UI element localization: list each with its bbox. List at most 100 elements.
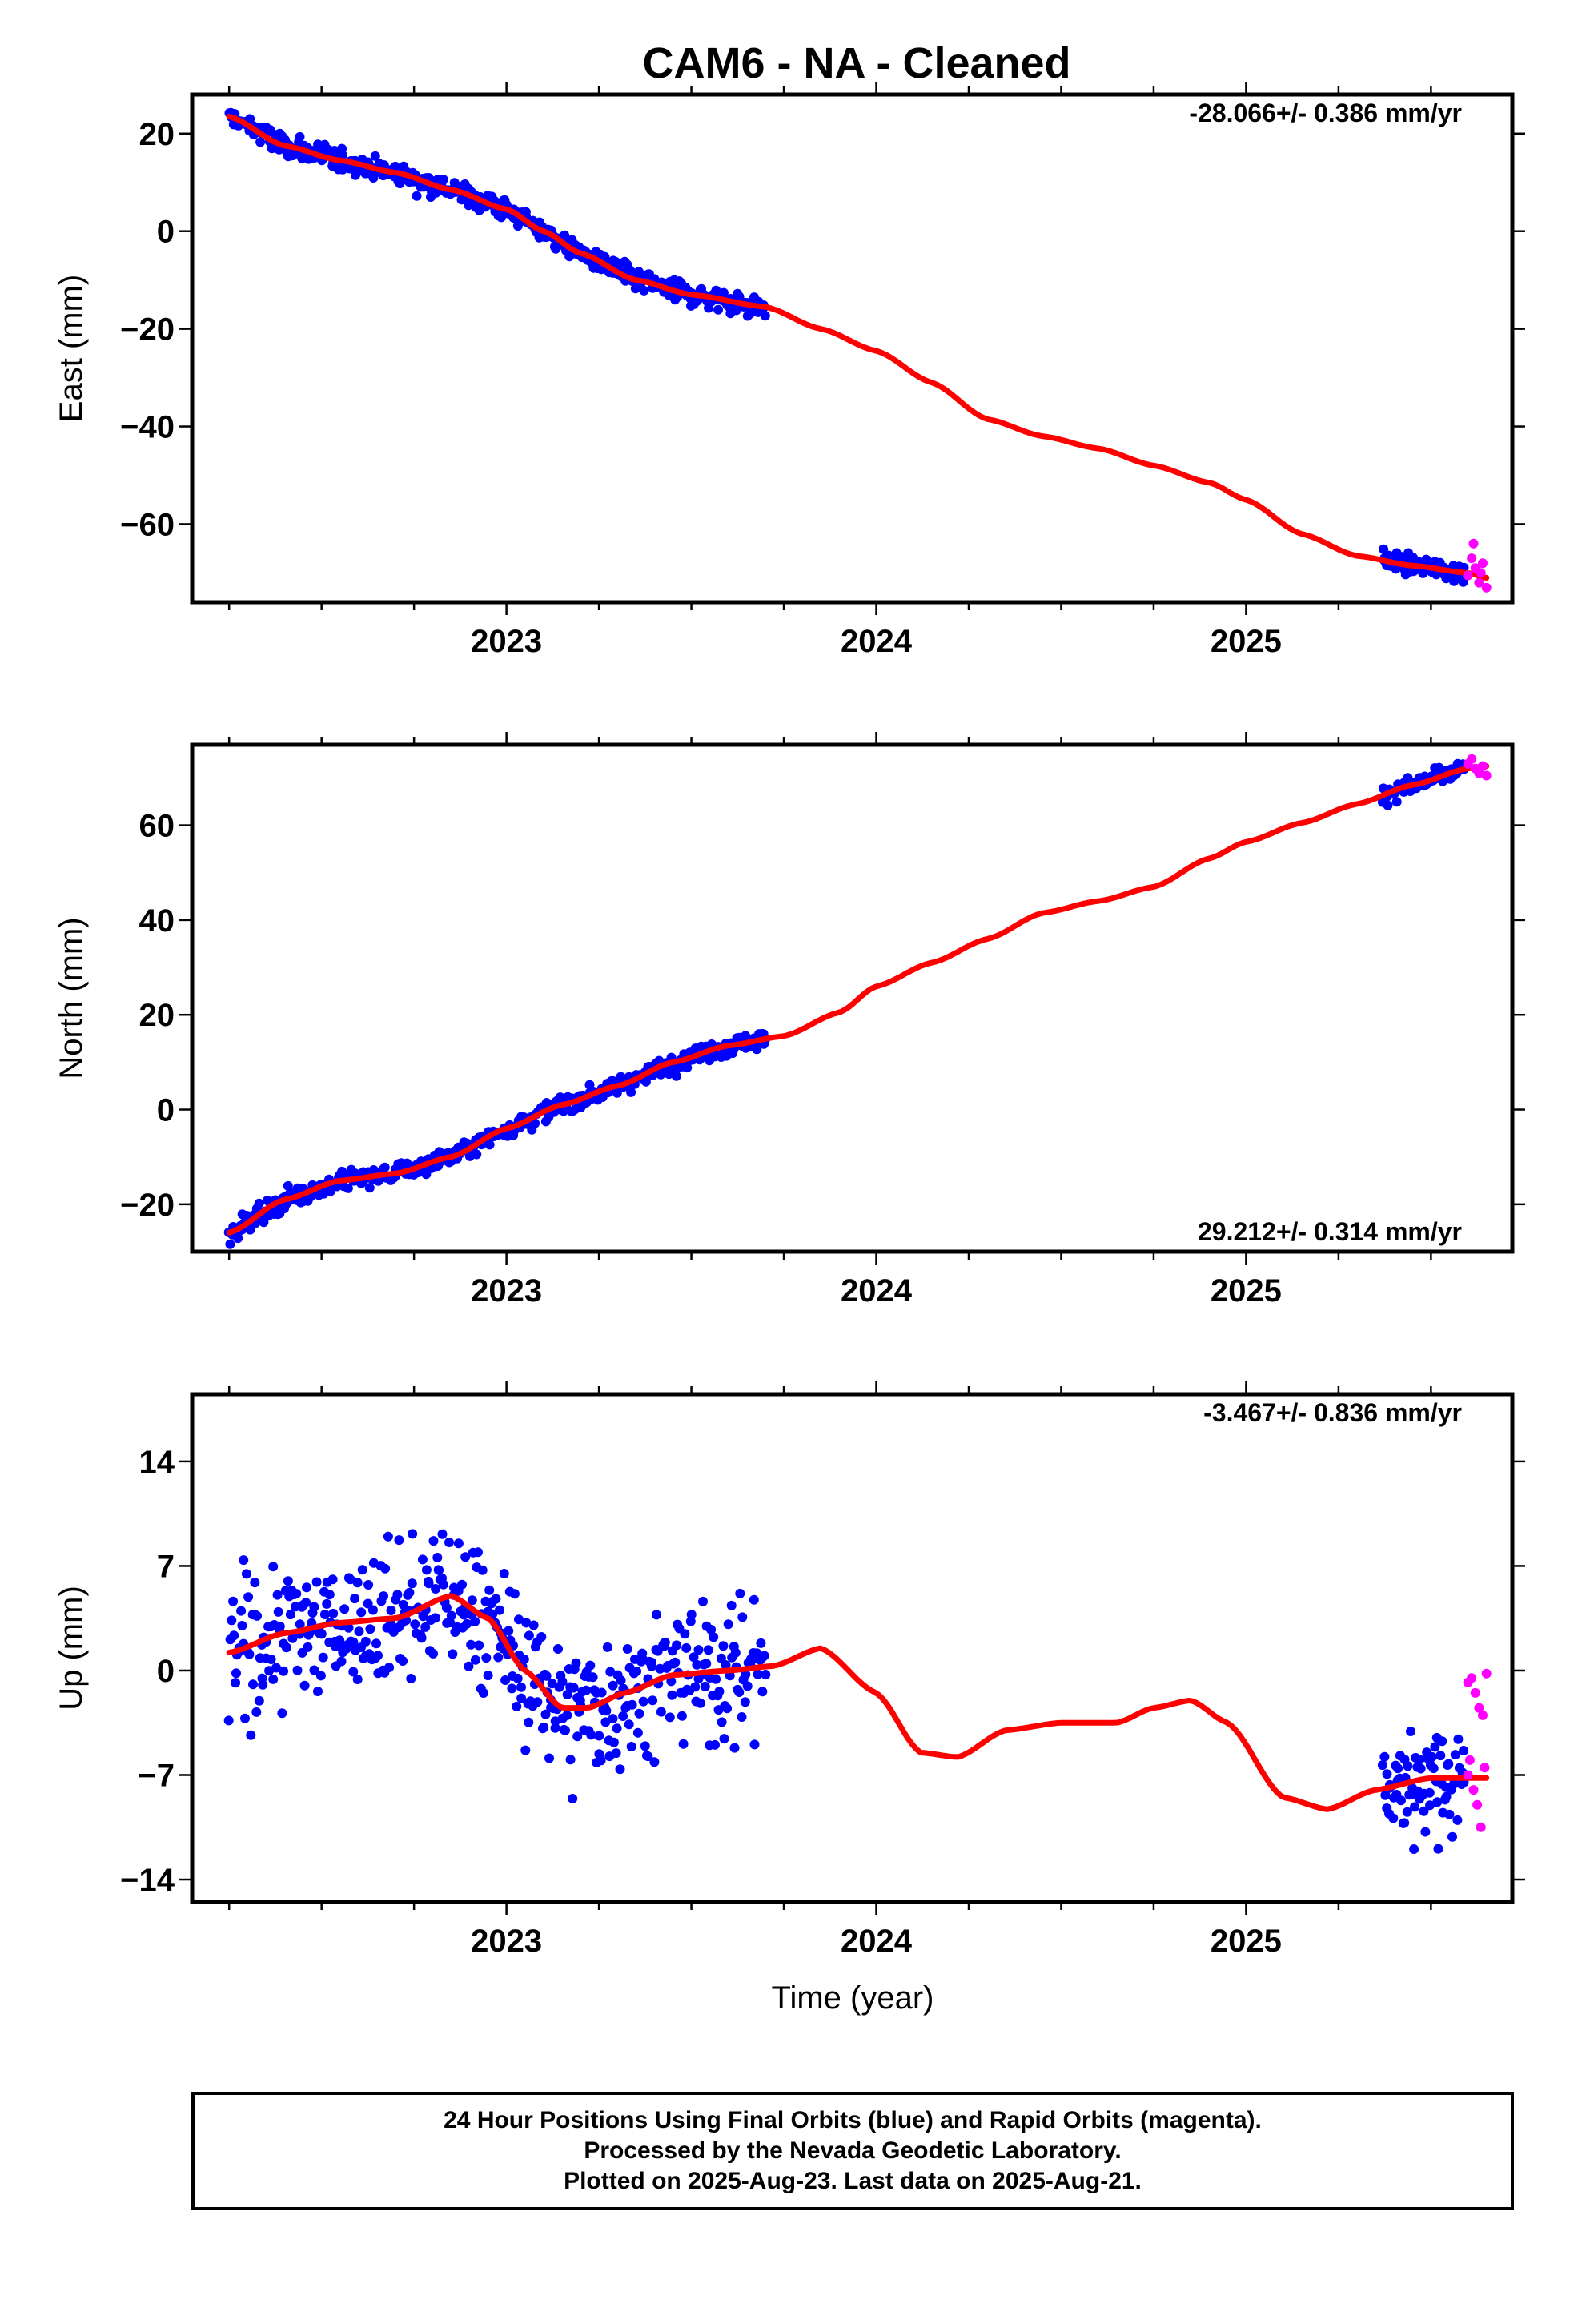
final-orbit-point	[721, 1660, 731, 1671]
final-orbit-point	[268, 1674, 279, 1684]
final-orbit-point	[255, 137, 266, 147]
final-orbit-point	[682, 1063, 693, 1073]
final-orbit-point	[299, 1680, 310, 1691]
final-orbit-point	[474, 1640, 484, 1651]
y-tick-label: 40	[139, 903, 175, 939]
final-orbit-point	[722, 1703, 733, 1714]
final-orbit-point	[652, 1610, 661, 1620]
final-orbit-point	[283, 1180, 293, 1191]
final-orbit-point	[680, 1629, 690, 1639]
final-orbit-point	[394, 1535, 404, 1546]
final-orbit-point	[322, 1598, 332, 1609]
final-orbit-point	[248, 1679, 258, 1690]
x-tick-label: 2023	[471, 624, 542, 659]
final-orbit-point	[1415, 1763, 1426, 1774]
final-orbit-point	[462, 1618, 472, 1629]
final-orbit-point	[364, 1183, 375, 1193]
final-orbit-point	[656, 1707, 666, 1717]
final-orbit-point	[250, 1578, 260, 1588]
final-orbit-point	[709, 1632, 719, 1642]
final-orbit-point	[572, 1731, 583, 1742]
final-orbit-point	[338, 150, 347, 160]
final-orbit-point	[585, 1660, 596, 1671]
rapid-orbit-point	[1464, 1755, 1475, 1765]
final-orbit-point	[678, 1739, 689, 1749]
final-orbit-point	[309, 1602, 319, 1612]
final-orbit-point	[410, 1619, 420, 1630]
y-tick-label: 60	[139, 809, 175, 844]
final-orbit-point	[600, 251, 610, 262]
plot-area	[224, 107, 1492, 593]
final-orbit-point	[1458, 577, 1468, 587]
final-orbit-point	[735, 1588, 745, 1598]
rapid-orbit-point	[1478, 1710, 1488, 1720]
final-orbit-point	[626, 267, 636, 276]
final-orbit-point	[692, 1659, 702, 1670]
final-orbit-point	[700, 1681, 710, 1691]
east-panel: 2023 2024 2025 20 0 −20 −40 −60 East (mm) -28.066…	[54, 82, 1525, 659]
final-orbit-point	[236, 1606, 247, 1616]
final-orbit-point	[512, 1701, 522, 1711]
final-orbit-point	[1433, 1844, 1443, 1854]
final-orbit-point	[472, 1149, 482, 1160]
final-orbit-point	[313, 1687, 323, 1696]
final-orbit-point	[315, 1671, 326, 1681]
final-orbit-point	[303, 1642, 313, 1652]
final-orbit-point	[266, 1655, 276, 1664]
final-orbit-point	[481, 1653, 492, 1663]
final-orbit-point	[228, 1596, 239, 1606]
final-orbit-point	[343, 1622, 354, 1633]
final-orbit-point	[649, 1757, 660, 1767]
y-tick-label: −20	[120, 312, 175, 348]
rapid-orbit-point	[1468, 538, 1479, 549]
x-tick-label: 2025	[1211, 1273, 1282, 1309]
final-orbit-point	[404, 1587, 415, 1598]
final-orbit-point	[421, 1565, 432, 1575]
final-orbit-point	[244, 1649, 255, 1659]
final-orbit-point	[1403, 1761, 1413, 1771]
rapid-orbit-point	[1480, 1763, 1490, 1773]
final-orbit-point	[1415, 1755, 1425, 1765]
x-ticks	[227, 82, 1432, 615]
final-orbit-point	[665, 1712, 675, 1723]
final-orbit-point	[717, 1717, 727, 1727]
final-orbit-point	[639, 285, 649, 296]
final-orbit-point	[1428, 1763, 1439, 1774]
final-orbit-point	[730, 1647, 741, 1658]
rate-label: -3.467+/- 0.836 mm/yr	[1203, 1398, 1462, 1427]
x-tick-label: 2025	[1211, 624, 1282, 659]
final-orbit-point	[245, 114, 255, 124]
y-tick-label: −7	[138, 1759, 175, 1794]
final-orbit-point	[500, 1675, 511, 1685]
final-orbit-point	[275, 1621, 285, 1631]
y-tick-label: −14	[120, 1863, 175, 1898]
final-orbit-point	[309, 1665, 319, 1675]
final-orbit-point	[493, 1652, 504, 1663]
final-orbit-point	[1399, 1818, 1410, 1828]
footer-line-2: Processed by the Nevada Geodetic Laborat…	[584, 2137, 1122, 2164]
x-tick-label: 2024	[841, 1273, 913, 1309]
final-orbit-point	[295, 1619, 305, 1630]
final-orbit-point	[759, 1651, 769, 1661]
final-orbit-point	[648, 1695, 658, 1706]
final-orbit-point	[761, 1670, 771, 1679]
final-orbit-point	[251, 1707, 262, 1717]
final-orbit-point	[352, 1578, 363, 1588]
final-orbit-point	[689, 1652, 699, 1663]
final-orbit-point	[706, 1625, 717, 1634]
final-orbit-point	[430, 1613, 440, 1623]
final-orbit-point	[1419, 1806, 1429, 1816]
final-orbit-point	[626, 1087, 636, 1097]
rapid-orbit-point	[1467, 553, 1477, 564]
final-orbit-point	[686, 1610, 697, 1620]
final-orbit-point	[670, 1657, 681, 1667]
final-orbit-point	[737, 1712, 747, 1722]
final-orbit-point	[1453, 1734, 1464, 1744]
final-orbit-point	[287, 1633, 298, 1643]
final-orbit-point	[345, 1574, 355, 1585]
final-orbit-point	[560, 1725, 570, 1735]
final-orbit-point	[1379, 1751, 1390, 1762]
final-orbit-point	[608, 1737, 619, 1747]
final-orbit-point	[1388, 1813, 1399, 1823]
final-orbit-point	[608, 1680, 618, 1691]
